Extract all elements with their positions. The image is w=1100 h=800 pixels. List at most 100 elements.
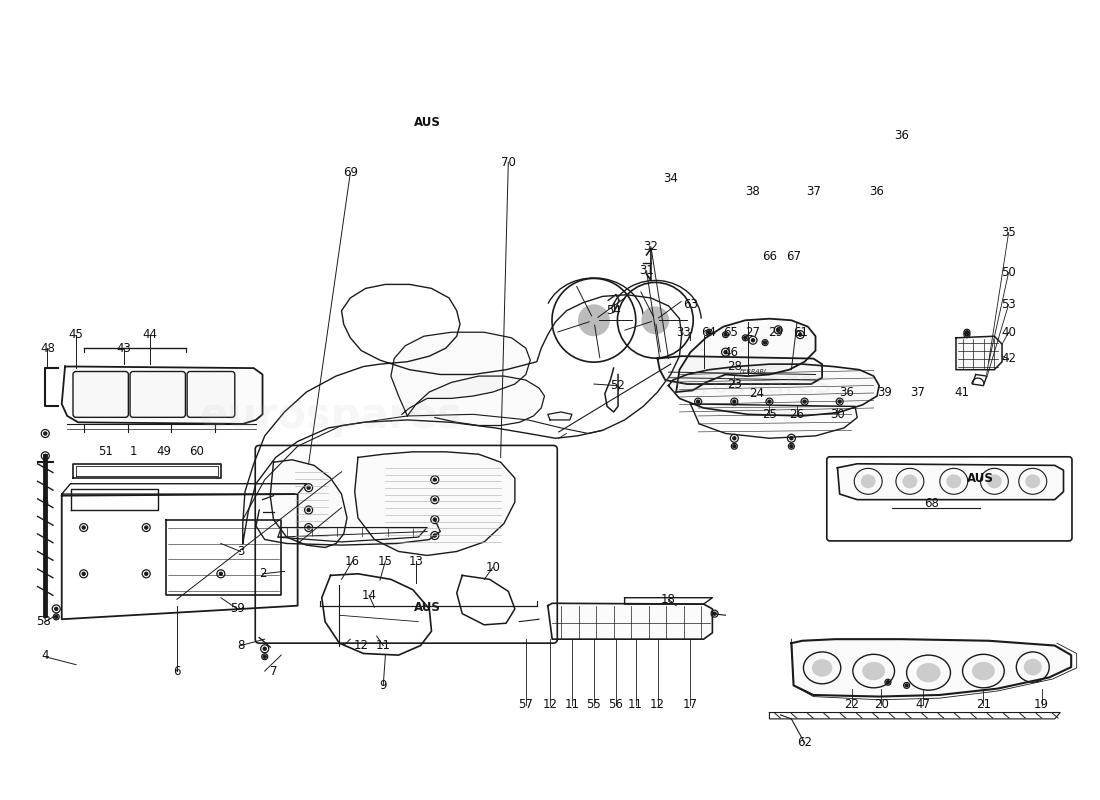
Circle shape [724,350,727,354]
Circle shape [768,400,771,403]
Circle shape [763,341,767,344]
Text: 11: 11 [564,698,580,711]
Circle shape [744,336,747,339]
Circle shape [395,614,398,617]
Text: 36: 36 [869,185,884,198]
Text: 11: 11 [628,698,643,711]
Text: 5: 5 [42,495,50,509]
Text: eurospares: eurospares [199,395,462,437]
Circle shape [44,454,47,458]
Text: 12: 12 [542,698,558,711]
Text: AUS: AUS [414,601,440,614]
Circle shape [751,338,755,342]
FancyBboxPatch shape [73,371,129,418]
Circle shape [307,526,310,529]
FancyBboxPatch shape [255,446,558,643]
Text: 33: 33 [676,326,691,338]
Text: 41: 41 [954,386,969,398]
Text: 39: 39 [877,386,892,398]
Ellipse shape [902,474,917,488]
Circle shape [514,623,516,626]
Text: 8: 8 [236,639,244,652]
Circle shape [966,330,968,334]
Circle shape [44,432,47,435]
Circle shape [966,333,968,336]
Circle shape [433,478,437,482]
Text: 42: 42 [1001,352,1016,365]
Text: 29: 29 [769,326,783,338]
Ellipse shape [860,474,876,488]
Text: 22: 22 [844,698,859,711]
Text: 35: 35 [1001,226,1016,239]
Text: 48: 48 [40,342,55,354]
Text: 25: 25 [762,408,777,421]
Text: AUS: AUS [967,472,993,485]
Text: 26: 26 [790,408,804,421]
Text: 16: 16 [345,554,360,567]
Circle shape [373,604,376,607]
Text: 38: 38 [746,185,760,198]
Text: 36: 36 [839,386,854,398]
Text: 3: 3 [236,545,244,558]
Text: 15: 15 [378,554,393,567]
Ellipse shape [916,663,940,682]
Circle shape [145,572,147,575]
FancyBboxPatch shape [187,371,234,418]
Text: 40: 40 [1001,326,1016,338]
Text: 1: 1 [130,446,136,458]
Text: 54: 54 [606,304,621,318]
Polygon shape [956,336,1002,370]
Text: 36: 36 [893,129,909,142]
Ellipse shape [946,474,961,488]
Circle shape [724,333,727,336]
Text: 31: 31 [639,264,654,278]
Circle shape [433,518,437,521]
Text: 60: 60 [189,446,205,458]
Text: 58: 58 [35,615,51,628]
Text: 56: 56 [608,698,624,711]
Text: 37: 37 [910,386,925,398]
Text: 4: 4 [42,649,50,662]
Ellipse shape [1025,474,1041,488]
Circle shape [790,437,793,440]
Circle shape [707,330,711,334]
Text: 6: 6 [173,665,180,678]
Circle shape [713,612,716,615]
Text: 32: 32 [644,241,659,254]
Circle shape [542,616,544,619]
Text: 21: 21 [976,698,991,711]
Text: 17: 17 [683,698,697,711]
Text: 14: 14 [362,589,376,602]
Circle shape [367,630,371,633]
Text: 52: 52 [610,379,626,392]
Circle shape [82,526,85,529]
Circle shape [219,572,222,575]
Circle shape [733,445,736,448]
Text: 51: 51 [98,446,113,458]
Text: 67: 67 [786,250,801,263]
Circle shape [307,509,310,511]
Ellipse shape [862,662,886,680]
Ellipse shape [987,474,1002,488]
Text: 7: 7 [270,665,277,678]
Circle shape [696,400,700,403]
Text: 64: 64 [702,326,716,338]
FancyBboxPatch shape [827,457,1072,541]
Text: 62: 62 [798,736,812,750]
Text: 66: 66 [762,250,777,263]
Text: FERRARI: FERRARI [739,369,767,374]
Text: 30: 30 [830,408,845,421]
Ellipse shape [812,659,833,677]
Circle shape [55,607,57,610]
Text: 10: 10 [485,561,501,574]
Text: 20: 20 [873,698,889,711]
Circle shape [433,498,437,501]
Text: 18: 18 [661,593,675,606]
Circle shape [263,647,266,650]
Text: 47: 47 [915,698,931,711]
Circle shape [307,486,310,489]
Text: 55: 55 [586,698,602,711]
Text: 37: 37 [806,185,821,198]
Ellipse shape [972,662,994,680]
Circle shape [838,400,842,403]
